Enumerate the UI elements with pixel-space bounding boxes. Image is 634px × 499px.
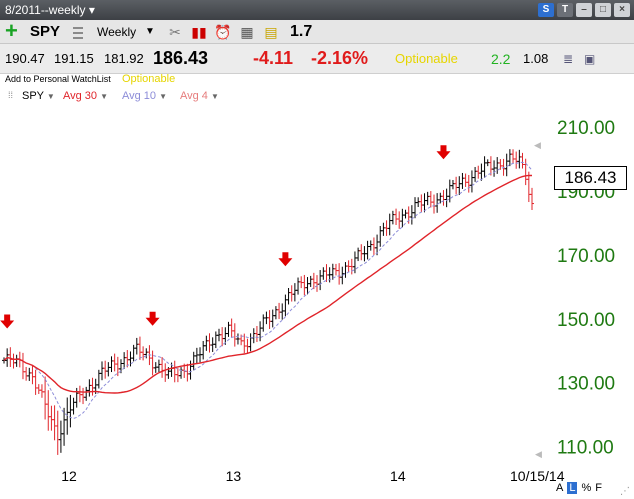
quote-change-pct: -2.16% (311, 48, 369, 68)
grid-icon[interactable]: ▦ (240, 24, 254, 40)
note-icon[interactable]: ▤ (264, 24, 278, 40)
indicator-legend: ⁞⁞ SPY ▼ Avg 30 ▼ Avg 10 ▼ Avg 4 ▼ (0, 88, 634, 106)
resize-grip-icon[interactable]: ⋰ (620, 486, 630, 497)
chevron-down-icon[interactable]: ▼ (145, 26, 155, 37)
database-icon[interactable]: ≣ (563, 52, 574, 66)
maximize-icon[interactable]: □ (595, 3, 611, 17)
x-tick-label: 13 (226, 468, 242, 484)
legend-spy[interactable]: SPY ▼ (22, 90, 55, 102)
last-price-box: 186.43 (554, 166, 627, 190)
legend-avg10[interactable]: Avg 10 ▼ (122, 90, 167, 102)
quote-high: 191.15 (54, 51, 94, 66)
moving-averages (3, 161, 533, 419)
scroll-left-icon[interactable]: ◀ (534, 140, 541, 150)
percent-scale-button[interactable]: % (581, 482, 592, 494)
x-tick-label: 12 (61, 468, 77, 484)
legend-avg10-label: Avg 10 (122, 90, 157, 102)
chevron-down-icon[interactable]: ▼ (46, 92, 55, 101)
scroll-left-icon-bottom[interactable]: ◀ (535, 449, 542, 459)
symbol-field[interactable]: SPY (30, 23, 61, 40)
scale-buttons: A L % F (556, 482, 602, 494)
signal-arrow (436, 145, 451, 160)
bar-chart-icon[interactable]: ▮▮ (191, 24, 207, 40)
auto-scale-button[interactable]: A (556, 482, 564, 494)
quote-open: 190.47 (5, 51, 45, 66)
beta-value: 1.7 (290, 23, 313, 40)
quote-value-2: 1.08 (523, 51, 549, 66)
legend-avg30-label: Avg 30 (63, 90, 98, 102)
legend-avg4[interactable]: Avg 4 ▼ (180, 90, 219, 102)
quote-green-value: 2.2 (491, 51, 511, 67)
legend-avg4-label: Avg 4 (180, 90, 208, 102)
add-symbol-icon[interactable]: + (5, 18, 18, 43)
add-to-watchlist-link[interactable]: Add to Personal WatchList (5, 74, 111, 84)
avg10-line (3, 161, 533, 419)
quote-low: 181.92 (104, 51, 144, 66)
s-plus-icon[interactable]: S (538, 3, 554, 17)
save-icon[interactable]: ▣ (584, 52, 596, 66)
signal-arrows (0, 145, 451, 329)
signal-arrow (0, 314, 15, 329)
optionable-flag: Optionable (395, 51, 458, 66)
x-tick-label: 14 (390, 468, 406, 484)
minimize-icon[interactable]: – (576, 3, 592, 17)
chart-toolbar: + SPY Weekly ▼ ✂ ▮▮ ⏰ ▦ ▤ 1.7 (0, 20, 634, 44)
period-select[interactable]: Weekly (97, 25, 137, 39)
close-icon[interactable]: × (614, 3, 630, 17)
alarm-clock-icon[interactable]: ⏰ (214, 24, 232, 40)
menu-lines-icon[interactable] (73, 24, 83, 40)
y-tick-label: 210.00 (557, 118, 615, 139)
grip-icon[interactable]: ⁞⁞ (8, 90, 14, 100)
quote-row: 190.47 191.15 181.92 186.43 -4.11 -2.16%… (0, 44, 634, 74)
y-tick-label: 110.00 (557, 438, 614, 459)
chevron-down-icon[interactable]: ▼ (100, 92, 109, 101)
legend-spy-label: SPY (22, 90, 44, 102)
quote-change: -4.11 (253, 48, 294, 68)
window-title-bar: 8/2011--weekly ▾ S T – □ × (0, 0, 634, 20)
x-tick-label: 10/15/14 (510, 468, 565, 484)
x-axis: 12 13 14 10/15/14 (61, 468, 564, 484)
y-tick-label: 130.00 (557, 374, 615, 395)
y-tick-label: 150.00 (557, 310, 615, 331)
signal-arrow (145, 311, 160, 326)
scissors-icon[interactable]: ✂ (169, 24, 181, 40)
signal-arrow (278, 252, 293, 267)
fit-scale-button[interactable]: F (595, 482, 602, 494)
window-title[interactable]: 8/2011--weekly ▾ (5, 3, 95, 17)
quote-last: 186.43 (153, 48, 209, 68)
price-bars (2, 149, 534, 455)
tv-icon[interactable]: T (557, 3, 573, 17)
y-tick-label: 170.00 (557, 246, 615, 267)
optionable-label: Optionable (122, 73, 176, 85)
chevron-down-icon[interactable]: ▼ (159, 92, 168, 101)
legend-avg30[interactable]: Avg 30 ▼ (63, 90, 108, 102)
avg30-line (3, 174, 533, 394)
chevron-down-icon[interactable]: ▼ (211, 92, 219, 101)
window-controls: S T – □ × (538, 3, 630, 17)
log-scale-button[interactable]: L (567, 482, 578, 494)
